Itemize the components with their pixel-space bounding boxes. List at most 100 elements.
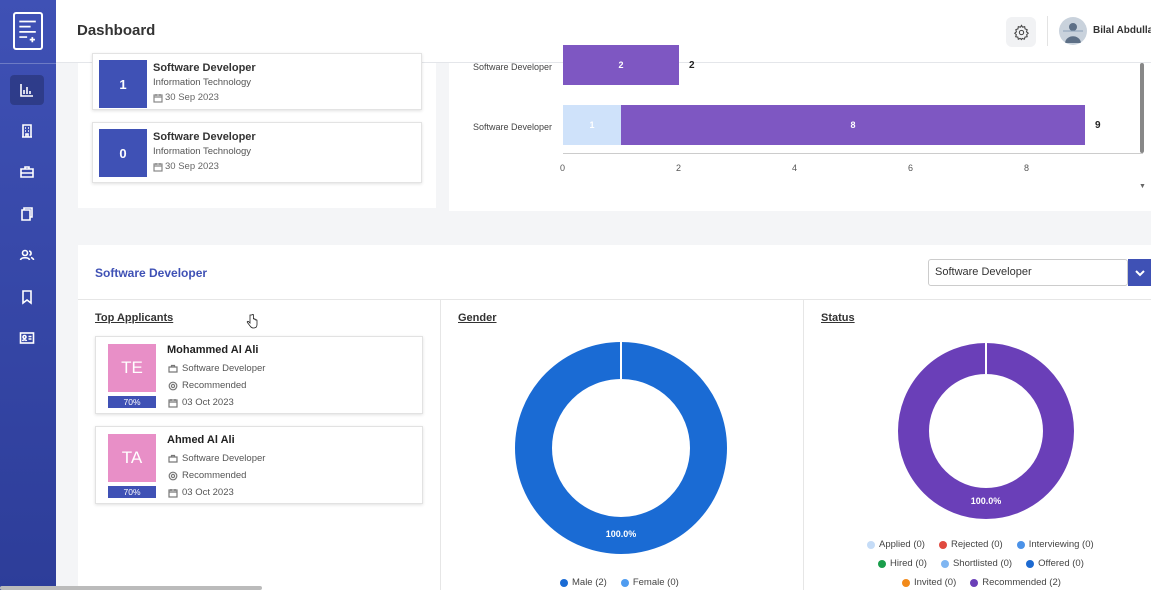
legend-label: Offered (0) [1038, 558, 1084, 569]
sidebar-item-company[interactable] [10, 116, 44, 146]
user-name[interactable]: Bilal Abdulla [1093, 25, 1151, 36]
sidebar-item-profiles[interactable] [10, 323, 44, 353]
sidebar-item-dashboard[interactable] [10, 75, 44, 105]
sidebar [0, 0, 56, 590]
status-legend-row: Applied (0) Rejected (0) Interviewing (0) [867, 539, 1094, 550]
gender-title: Gender [458, 312, 497, 324]
job-card[interactable]: 1 Software Developer Information Technol… [92, 53, 422, 110]
applicant-position: Software Developer [168, 453, 265, 464]
bar-chart-icon [20, 84, 33, 97]
legend-label: Applied (0) [879, 539, 925, 550]
donut-percent-label: 100.0% [606, 529, 637, 539]
users-icon [19, 249, 35, 261]
calendar-icon [168, 488, 178, 498]
applicant-card[interactable]: TE 70% Mohammed Al Ali Software Develope… [95, 336, 423, 414]
building-icon [22, 124, 32, 138]
scroll-down-arrow[interactable]: ▼ [1139, 183, 1146, 190]
gender-legend: Male (2) Female (0) [560, 577, 679, 588]
applicant-date-text: 03 Oct 2023 [182, 487, 234, 498]
job-applicant-count: 0 [99, 129, 147, 177]
briefcase-icon [20, 166, 34, 178]
gender-donut-chart: 100.0% [515, 342, 727, 554]
job-date: 30 Sep 2023 [153, 161, 219, 172]
legend-label: Female (0) [632, 577, 679, 588]
settings-button[interactable] [1006, 17, 1036, 47]
bar-segment[interactable]: 2 [563, 45, 679, 85]
legend-item[interactable]: Female (0) [620, 577, 679, 588]
sidebar-item-candidates[interactable] [10, 240, 44, 270]
legend-item[interactable]: Shortlisted (0) [940, 558, 1012, 569]
applicant-date-text: 03 Oct 2023 [182, 397, 234, 408]
calendar-icon [153, 162, 163, 172]
section-title: Software Developer [95, 266, 208, 280]
applicant-score: 70% [108, 486, 156, 498]
job-date-text: 30 Sep 2023 [165, 161, 219, 172]
bar-segment[interactable]: 1 [563, 105, 621, 145]
applicant-position-text: Software Developer [182, 453, 266, 464]
gear-icon [1013, 23, 1029, 40]
legend-item[interactable]: Rejected (0) [938, 539, 1003, 550]
legend-dot [938, 540, 947, 549]
donut-slice[interactable] [515, 342, 727, 554]
x-axis-line [563, 153, 1143, 154]
section-divider [78, 299, 1151, 300]
hand-cursor-icon [246, 314, 258, 329]
sidebar-item-bookmarks[interactable] [10, 282, 44, 312]
legend-item[interactable]: Applied (0) [867, 539, 925, 550]
applicant-position-text: Software Developer [182, 363, 266, 374]
legend-dot [902, 578, 910, 587]
column-divider [803, 299, 804, 590]
applicant-status: Recommended [168, 380, 246, 391]
job-date-text: 30 Sep 2023 [165, 92, 219, 103]
avatar-image [1063, 23, 1083, 43]
job-title: Software Developer [153, 62, 256, 74]
job-title: Software Developer [153, 131, 256, 143]
x-tick-label: 2 [676, 163, 682, 173]
calendar-icon [168, 398, 178, 408]
job-select[interactable]: Software Developer [928, 259, 1128, 286]
gear-icon [168, 471, 178, 480]
applicant-card[interactable]: TA 70% Ahmed Al Ali Software Developer R… [95, 426, 423, 504]
legend-item[interactable]: Offered (0) [1026, 558, 1084, 569]
bar-category-label: Software Developer [473, 122, 553, 132]
legend-dot [878, 559, 886, 568]
bar-total-label: 2 [689, 60, 695, 71]
legend-dot [1016, 540, 1025, 549]
legend-item[interactable]: Interviewing (0) [1016, 539, 1094, 550]
legend-item[interactable]: Recommended (2) [970, 577, 1061, 588]
legend-label: Invited (0) [914, 577, 957, 588]
applicants-bar-chart: Software Developer 2 2 Software Developer 1 8… [449, 45, 1151, 211]
legend-item[interactable]: Invited (0) [902, 577, 956, 588]
chart-scrollbar[interactable] [1140, 63, 1144, 153]
legend-item[interactable]: Hired (0) [878, 558, 927, 569]
status-legend-row: Invited (0) Recommended (2) [902, 577, 1061, 588]
briefcase-icon [168, 454, 178, 463]
job-select-dropdown-button[interactable] [1128, 259, 1151, 286]
app-logo[interactable] [13, 12, 43, 50]
calendar-icon [153, 93, 163, 103]
legend-label: Hired (0) [890, 558, 927, 569]
applicant-status-text: Recommended [182, 470, 247, 481]
applicant-avatar: TA [108, 434, 156, 482]
user-avatar[interactable] [1059, 17, 1087, 45]
applicant-date: 03 Oct 2023 [168, 487, 234, 498]
bar-segment[interactable]: 8 [621, 105, 1085, 145]
applicant-status: Recommended [168, 470, 246, 481]
column-divider [440, 299, 441, 590]
applicant-avatar: TE [108, 344, 156, 392]
top-applicants-title: Top Applicants [95, 312, 174, 324]
briefcase-icon [168, 364, 178, 373]
legend-dot [620, 578, 629, 587]
legend-label: Recommended (2) [982, 577, 1061, 588]
applicant-status-text: Recommended [182, 380, 247, 391]
sidebar-divider [0, 63, 56, 64]
legend-label: Interviewing (0) [1028, 539, 1094, 550]
sidebar-item-jobs[interactable] [10, 157, 44, 187]
x-tick-label: 4 [792, 163, 798, 173]
legend-label: Male (2) [572, 577, 607, 588]
legend-item[interactable]: Male (2) [560, 577, 607, 588]
job-card[interactable]: 0 Software Developer Information Technol… [92, 122, 422, 183]
sidebar-item-documents[interactable] [10, 199, 44, 229]
donut-slice[interactable] [898, 343, 1074, 519]
horizontal-scrollbar[interactable] [0, 586, 262, 590]
